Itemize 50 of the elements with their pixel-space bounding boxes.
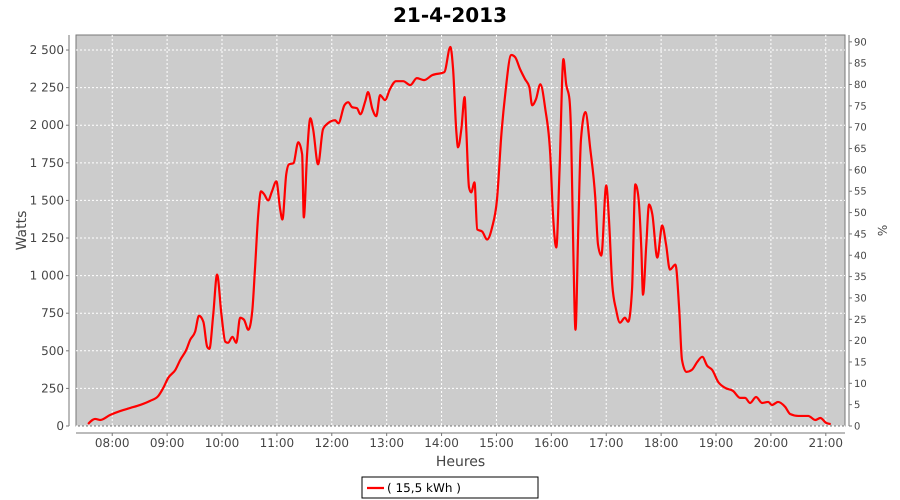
y2-tick-label: 90 (854, 37, 867, 48)
y-tick-label: 1 750 (30, 156, 64, 170)
y-tick-label: 250 (41, 381, 64, 396)
y2-tick-label: 65 (854, 144, 867, 156)
y2-axis-title: % (875, 224, 889, 236)
y2-tick-label: 60 (854, 165, 867, 176)
x-tick-label: 13:00 (369, 436, 404, 450)
y2-tick-label: 55 (854, 186, 867, 198)
y2-tick-label: 30 (854, 293, 867, 304)
y2-tick-label: 25 (854, 314, 867, 326)
chart-title: 21-4-2013 (392, 3, 508, 27)
y2-tick-label: 15 (854, 357, 867, 368)
y2-tick-label: 35 (854, 272, 867, 284)
y2-tick-label: 0 (854, 422, 860, 432)
x-tick-label: 12:00 (314, 436, 350, 450)
x-tick-label: 20:00 (754, 436, 788, 450)
y-tick-label: 1 500 (30, 193, 64, 208)
y-tick-label: 2 250 (30, 80, 64, 95)
x-tick-label: 21:00 (808, 436, 844, 450)
y-tick-label: 750 (41, 306, 64, 320)
x-tick-label: 15:00 (479, 436, 514, 450)
x-tick-label: 10:00 (204, 436, 240, 450)
y-tick-label: 2 000 (30, 118, 64, 132)
y2-tick-label: 50 (854, 208, 867, 220)
x-tick-label: 08:00 (94, 436, 130, 450)
y-tick-label: 500 (41, 344, 64, 358)
x-tick-label: 14:00 (424, 436, 459, 450)
y2-tick-label: 80 (854, 80, 867, 92)
y2-tick-label: 10 (854, 378, 867, 390)
x-tick-label: 16:00 (534, 436, 569, 450)
y2-tick-label: 75 (854, 101, 867, 112)
x-tick-label: 11:00 (260, 436, 294, 450)
y2-tick-label: 5 (854, 400, 860, 412)
y-tick-label: 2 500 (30, 43, 64, 58)
legend-label: ( 15,5 kWh ) (387, 481, 461, 495)
y2-tick-label: 70 (854, 122, 867, 134)
y2-tick-label: 40 (854, 250, 867, 262)
x-tick-label: 19:00 (698, 436, 734, 450)
y2-tick-label: 45 (854, 229, 867, 240)
x-axis-title: Heures (436, 454, 486, 470)
x-tick-label: 09:00 (150, 436, 184, 450)
y2-tick-label: 85 (854, 58, 867, 70)
y-axis-title: Watts (14, 210, 30, 250)
x-tick-label: 17:00 (588, 436, 624, 450)
y2-tick-label: 20 (854, 336, 867, 348)
y-tick-label: 1 250 (30, 231, 64, 246)
y-tick-label: 0 (56, 419, 64, 433)
x-tick-label: 18:00 (644, 436, 678, 450)
line-series (86, 46, 832, 426)
y-tick-label: 1 000 (30, 268, 64, 283)
